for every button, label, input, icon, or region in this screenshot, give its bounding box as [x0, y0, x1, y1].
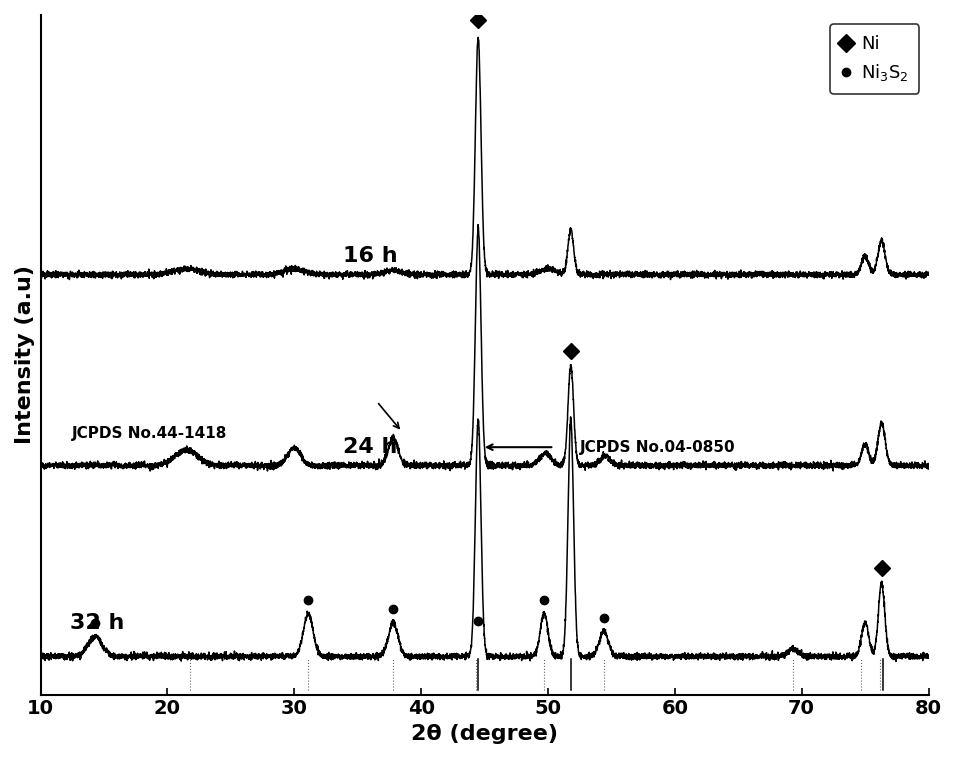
Y-axis label: Intensity (a.u): Intensity (a.u)	[15, 266, 35, 444]
Text: 32 h: 32 h	[71, 613, 124, 633]
Legend: Ni, Ni$_3$S$_2$: Ni, Ni$_3$S$_2$	[831, 24, 920, 93]
Text: JCPDS No.04-0850: JCPDS No.04-0850	[580, 439, 735, 455]
X-axis label: 2θ (degree): 2θ (degree)	[411, 724, 558, 744]
Text: JCPDS No.44-1418: JCPDS No.44-1418	[73, 426, 228, 441]
Text: 24 h: 24 h	[344, 437, 397, 457]
Text: 16 h: 16 h	[343, 247, 398, 266]
